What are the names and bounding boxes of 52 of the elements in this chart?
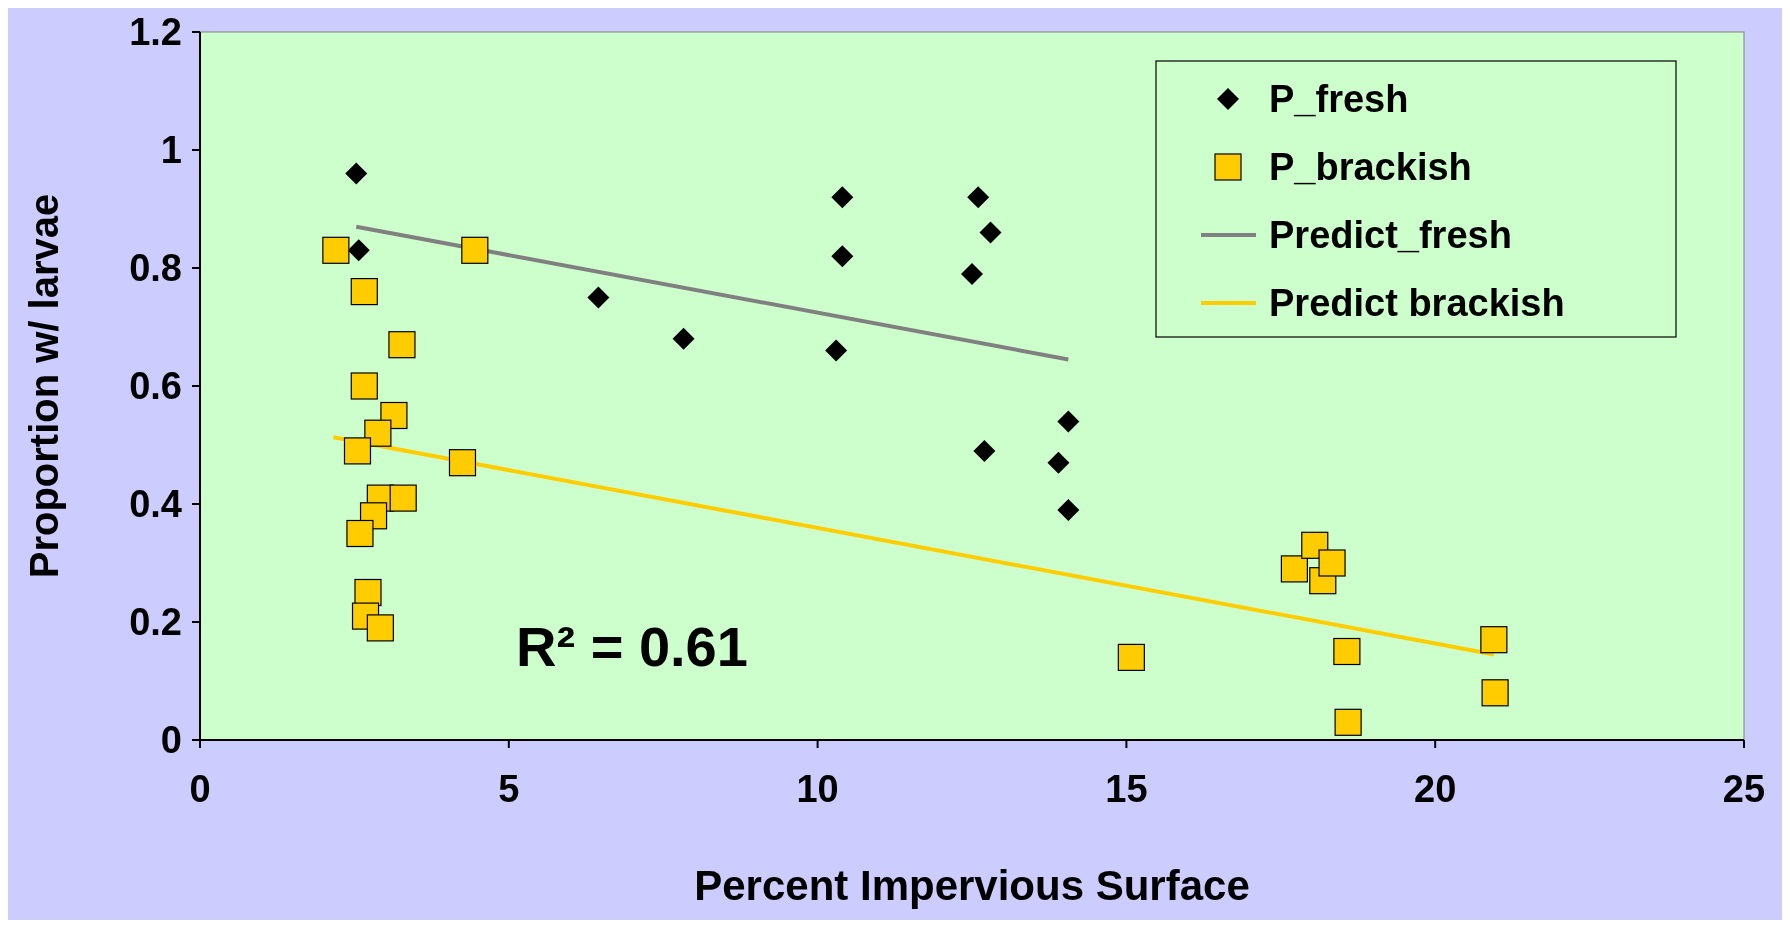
point <box>366 614 394 642</box>
point <box>388 331 416 359</box>
point <box>831 186 854 209</box>
point <box>672 327 695 350</box>
point <box>389 484 417 512</box>
legend-label: P_fresh <box>1269 78 1409 121</box>
point <box>350 372 378 400</box>
point <box>967 186 990 209</box>
point <box>461 236 489 264</box>
point <box>979 221 1002 244</box>
point <box>1333 637 1361 666</box>
y-tick-label: 1.2 <box>129 11 182 54</box>
legend-label: P_brackish <box>1269 146 1472 189</box>
point <box>831 245 854 268</box>
point <box>343 437 372 465</box>
point <box>1480 626 1508 654</box>
point <box>364 419 392 447</box>
point <box>1481 679 1509 707</box>
point <box>1117 643 1145 671</box>
x-tick-label: 20 <box>1414 768 1457 810</box>
point <box>1334 708 1362 736</box>
y-tick-label: 0.4 <box>129 483 182 526</box>
y-axis-title: Proportion w/ larvae <box>22 193 66 579</box>
point <box>1057 410 1080 433</box>
x-tick-label: 5 <box>498 768 520 810</box>
y-tick-label: 0.2 <box>129 601 182 644</box>
legend-label: Predict brackish <box>1269 282 1565 325</box>
point <box>961 262 983 285</box>
x-tick-label: 0 <box>189 768 211 810</box>
y-tick-label: 1 <box>160 129 182 172</box>
point <box>1047 451 1070 474</box>
point <box>350 278 378 306</box>
point <box>347 239 370 262</box>
y-tick-label: 0.8 <box>129 247 182 290</box>
point <box>973 439 996 462</box>
y-tick-label: 0.6 <box>129 365 182 408</box>
legend-label: Predict_fresh <box>1269 214 1512 257</box>
point <box>1280 555 1308 583</box>
point <box>1318 549 1346 577</box>
point <box>345 162 368 185</box>
x-axis-title: Percent Impervious Surface <box>694 862 1250 909</box>
point <box>322 236 350 264</box>
x-tick-label: 25 <box>1722 768 1766 810</box>
x-tick-label: 15 <box>1105 768 1148 810</box>
point <box>448 449 477 477</box>
x-tick-label: 10 <box>796 768 839 810</box>
point <box>825 339 848 362</box>
point <box>346 519 374 548</box>
annotation: R² = 0.61 <box>516 615 748 678</box>
point <box>587 286 610 309</box>
point <box>1057 498 1080 521</box>
y-tick-label: 0 <box>160 719 182 762</box>
